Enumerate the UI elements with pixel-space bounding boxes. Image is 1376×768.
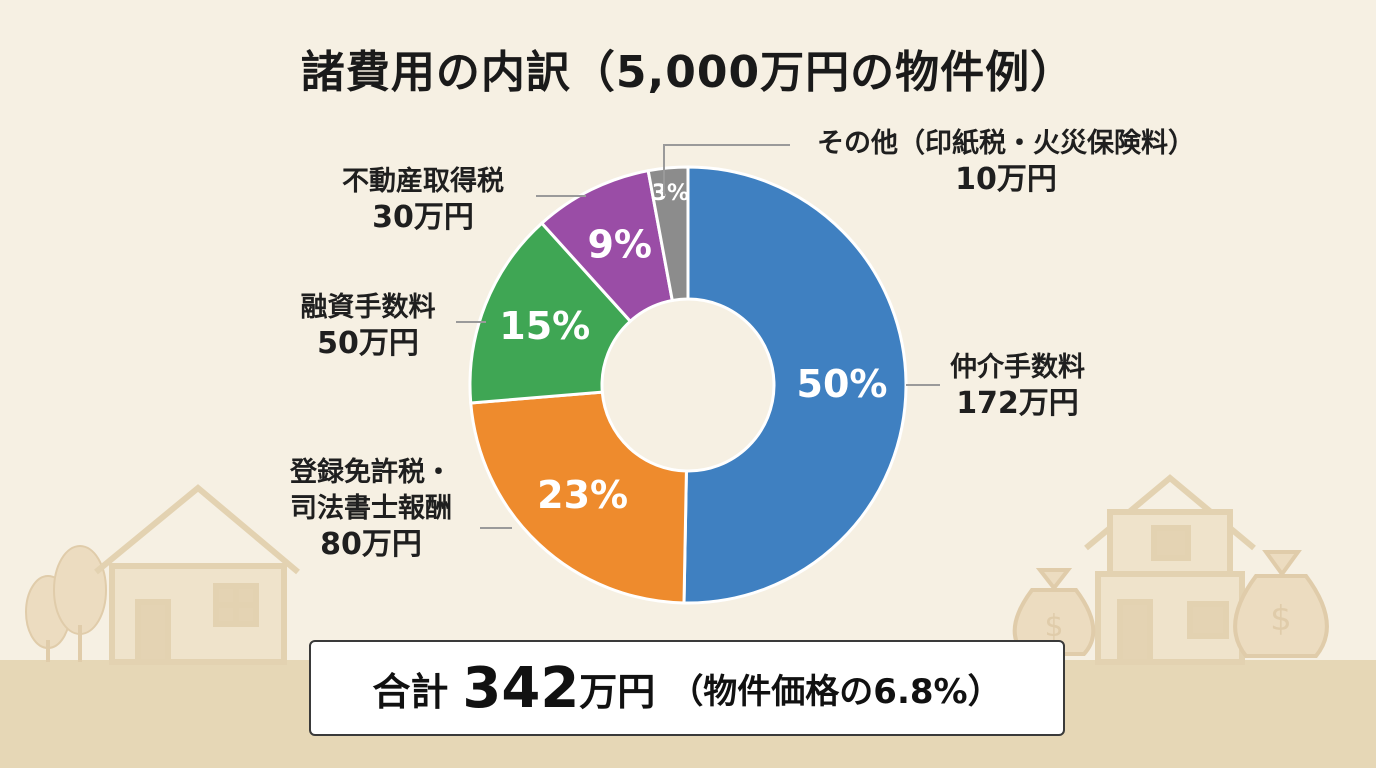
house-icon: [1084, 474, 1256, 665]
label-chukai: 仲介手数料 172万円: [950, 350, 1085, 422]
dollar-icon: $: [1270, 599, 1292, 639]
tree-icon: [25, 545, 107, 662]
total-value: 342: [462, 655, 580, 721]
pct-label-yushi: 15%: [499, 304, 590, 348]
pct-label-sonota: 3%: [652, 181, 689, 206]
slice-chukai: [682, 165, 908, 605]
chart-title: 諸費用の内訳（5,000万円の物件例）: [300, 47, 1076, 98]
pct-label-fudosan: 9%: [587, 222, 652, 266]
total-label: 合計: [372, 669, 449, 714]
label-sonota: その他（印紙税・火災保険料） 10万円: [796, 126, 1216, 198]
dollar-icon: $: [1044, 609, 1063, 644]
total-note: （物件価格の6.8%）: [669, 671, 1002, 712]
label-yushi: 融資手数料 50万円: [288, 290, 448, 362]
pct-label-toroku: 23%: [537, 473, 628, 517]
house-icon: [94, 484, 300, 665]
label-toroku-line1: 登録免許税・: [290, 457, 452, 488]
label-yushi-amount: 50万円: [317, 326, 419, 361]
leader-line-sonota: [663, 144, 790, 196]
slice-sonota: [646, 165, 690, 303]
label-toroku: 登録免許税・ 司法書士報酬 80万円: [276, 455, 466, 563]
leader-lines: [456, 144, 940, 529]
label-sonota-amount: 10万円: [955, 162, 1057, 197]
slice-yushi: [468, 221, 633, 405]
pct-label-chukai: 50%: [797, 362, 888, 406]
label-sonota-name: その他（印紙税・火災保険料）: [817, 128, 1195, 159]
label-chukai-name: 仲介手数料: [950, 352, 1085, 383]
label-toroku-amount: 80万円: [320, 527, 422, 562]
label-fudosan: 不動産取得税 30万円: [318, 164, 528, 236]
money-bag-icon: [1012, 550, 1329, 658]
label-toroku-line2: 司法書士報酬: [290, 493, 452, 524]
label-yushi-name: 融資手数料: [300, 292, 436, 323]
slice-toroku: [469, 390, 688, 605]
label-fudosan-amount: 30万円: [372, 200, 474, 235]
total-box: 合計 342 万円 （物件価格の6.8%）: [309, 640, 1065, 736]
label-chukai-amount: 172万円: [956, 386, 1079, 421]
total-unit: 万円: [579, 669, 656, 714]
label-fudosan-name: 不動産取得税: [342, 166, 504, 197]
